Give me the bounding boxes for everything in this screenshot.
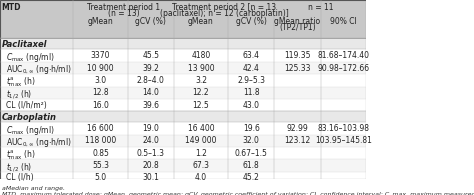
Text: 12.2: 12.2 xyxy=(192,88,209,97)
Text: (n = 13): (n = 13) xyxy=(108,9,139,18)
Text: $t_{1/2}$ (h): $t_{1/2}$ (h) xyxy=(6,88,32,101)
Text: 149 000: 149 000 xyxy=(185,136,217,145)
Text: 119.35: 119.35 xyxy=(284,51,311,60)
Text: 3370: 3370 xyxy=(91,51,110,60)
Text: 3.0: 3.0 xyxy=(94,76,107,85)
Text: 19.6: 19.6 xyxy=(243,124,260,133)
Text: 125.33: 125.33 xyxy=(284,64,311,73)
Text: MTD: MTD xyxy=(1,3,21,12)
Text: 24.0: 24.0 xyxy=(142,136,159,145)
Text: n = 11: n = 11 xyxy=(308,3,333,12)
Text: 123.12: 123.12 xyxy=(284,136,310,145)
Bar xyxy=(0,147,366,159)
Text: 13 900: 13 900 xyxy=(188,64,214,73)
Text: 3.2: 3.2 xyxy=(195,76,207,85)
Text: gMean: gMean xyxy=(88,17,113,26)
Text: 20.8: 20.8 xyxy=(142,161,159,170)
Bar xyxy=(0,99,366,111)
Text: 12.5: 12.5 xyxy=(192,101,210,110)
Text: 4.0: 4.0 xyxy=(195,174,207,183)
Text: 12.8: 12.8 xyxy=(92,88,109,97)
Bar xyxy=(0,0,366,38)
Text: 5.0: 5.0 xyxy=(94,174,107,183)
Text: 1.2: 1.2 xyxy=(195,149,207,158)
Bar xyxy=(0,111,366,122)
Text: 4180: 4180 xyxy=(191,51,210,60)
Bar xyxy=(0,159,366,172)
Bar xyxy=(0,122,366,135)
Text: 81.68–174.40: 81.68–174.40 xyxy=(318,51,370,60)
Text: gMean: gMean xyxy=(188,17,214,26)
Text: 39.6: 39.6 xyxy=(142,101,159,110)
Text: 2.9–5.3: 2.9–5.3 xyxy=(237,76,265,85)
Text: 90% CI: 90% CI xyxy=(330,17,357,26)
Text: 118 000: 118 000 xyxy=(85,136,116,145)
Text: 61.8: 61.8 xyxy=(243,161,260,170)
Text: CL (l/h): CL (l/h) xyxy=(6,174,34,183)
Text: 16 400: 16 400 xyxy=(188,124,214,133)
Text: Treatment period 2 [n = 13: Treatment period 2 [n = 13 xyxy=(172,3,276,12)
Text: 32.0: 32.0 xyxy=(243,136,260,145)
Bar xyxy=(0,50,366,62)
Text: 11.8: 11.8 xyxy=(243,88,259,97)
Text: 30.1: 30.1 xyxy=(142,174,159,183)
Bar xyxy=(0,172,366,184)
Text: 10 900: 10 900 xyxy=(87,64,114,73)
Text: aMedian and range.: aMedian and range. xyxy=(1,186,64,191)
Text: 92.99: 92.99 xyxy=(287,124,309,133)
Text: 0.67–1.5: 0.67–1.5 xyxy=(235,149,268,158)
Text: 0.85: 0.85 xyxy=(92,149,109,158)
Bar xyxy=(0,74,366,87)
Text: 16 600: 16 600 xyxy=(87,124,114,133)
Text: 2.8–4.0: 2.8–4.0 xyxy=(137,76,164,85)
Bar xyxy=(0,87,366,99)
Text: $t_{\rm max}^{\rm a}$ (h): $t_{\rm max}^{\rm a}$ (h) xyxy=(6,76,36,90)
Bar xyxy=(0,38,366,50)
Text: $\rm AUC_{0,\infty}$ (ng$\cdot$h/ml): $\rm AUC_{0,\infty}$ (ng$\cdot$h/ml) xyxy=(6,136,72,149)
Text: 42.4: 42.4 xyxy=(243,64,260,73)
Text: 45.2: 45.2 xyxy=(243,174,260,183)
Text: (paclitaxel); n = 12 (carboplatin)]: (paclitaxel); n = 12 (carboplatin)] xyxy=(160,9,289,18)
Text: 55.3: 55.3 xyxy=(92,161,109,170)
Text: 63.4: 63.4 xyxy=(243,51,260,60)
Bar xyxy=(0,179,366,184)
Bar xyxy=(0,62,366,74)
Text: $t_{\rm max}^{\rm a}$ (h): $t_{\rm max}^{\rm a}$ (h) xyxy=(6,149,36,162)
Text: Treatment period 1: Treatment period 1 xyxy=(87,3,160,12)
Text: 39.2: 39.2 xyxy=(142,64,159,73)
Text: gMean ratio: gMean ratio xyxy=(274,17,320,26)
Bar xyxy=(0,135,366,147)
Text: $\rm AUC_{0,\infty}$ (ng$\cdot$h/ml): $\rm AUC_{0,\infty}$ (ng$\cdot$h/ml) xyxy=(6,64,72,76)
Text: Paclitaxel: Paclitaxel xyxy=(1,40,47,49)
Text: 90.98–172.66: 90.98–172.66 xyxy=(318,64,370,73)
Text: CL (l/h/m²): CL (l/h/m²) xyxy=(6,101,47,110)
Text: 16.0: 16.0 xyxy=(92,101,109,110)
Text: (TP2/TP1): (TP2/TP1) xyxy=(279,23,316,32)
Text: Carboplatin: Carboplatin xyxy=(1,113,56,122)
Text: 0.5–1.3: 0.5–1.3 xyxy=(137,149,164,158)
Text: 83.16–103.98: 83.16–103.98 xyxy=(318,124,370,133)
Text: 14.0: 14.0 xyxy=(142,88,159,97)
Text: $C_{\rm max}$ (ng/ml): $C_{\rm max}$ (ng/ml) xyxy=(6,124,55,137)
Text: MTD, maximum tolerated dose; gMean, geometric mean; gCV, geometric coefficient o: MTD, maximum tolerated dose; gMean, geom… xyxy=(1,191,474,195)
Text: 103.95–145.81: 103.95–145.81 xyxy=(315,136,372,145)
Text: $t_{1/2}$ (h): $t_{1/2}$ (h) xyxy=(6,161,32,174)
Text: 43.0: 43.0 xyxy=(243,101,260,110)
Text: gCV (%): gCV (%) xyxy=(135,17,166,26)
Text: gCV (%): gCV (%) xyxy=(236,17,266,26)
Text: 45.5: 45.5 xyxy=(142,51,159,60)
Text: $C_{\rm max}$ (ng/ml): $C_{\rm max}$ (ng/ml) xyxy=(6,51,55,64)
Text: 19.0: 19.0 xyxy=(142,124,159,133)
Text: 67.3: 67.3 xyxy=(192,161,210,170)
